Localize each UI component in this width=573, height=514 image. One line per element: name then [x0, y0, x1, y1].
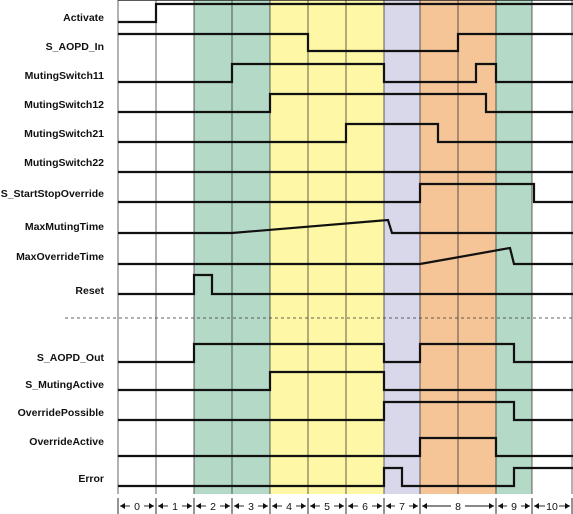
- signal-waveforms: [118, 2, 573, 488]
- phase-label-1: 1: [172, 501, 178, 513]
- label-s-aopd-out: S_AOPD_Out: [37, 352, 105, 364]
- muting-switch-11-wave: [118, 62, 573, 84]
- phase-labels: 0 1 2 3 4 5 6 7 8 9 10: [134, 501, 558, 513]
- phase-label-8: 8: [455, 501, 461, 513]
- phase-label-7: 7: [399, 501, 405, 513]
- ruler-arrowhead-right-3: [263, 503, 268, 509]
- ruler-arrowhead-right-4: [301, 503, 306, 509]
- ruler-arrowhead-right-9: [525, 503, 530, 509]
- s-muting-active-wave: [118, 370, 573, 392]
- label-muting-switch-22: MutingSwitch22: [24, 157, 104, 169]
- phase-label-4: 4: [286, 501, 292, 513]
- ruler-arrowhead-left-10: [534, 503, 539, 509]
- ruler-arrowhead-right-6: [377, 503, 382, 509]
- label-error: Error: [78, 473, 104, 485]
- label-override-possible: OverridePossible: [18, 407, 105, 419]
- phase-label-10: 10: [546, 501, 558, 513]
- s-start-stop-override-wave: [118, 182, 573, 204]
- activate-wave: [118, 2, 573, 24]
- ruler-arrowhead-left-7: [386, 503, 391, 509]
- band-yellow-4-6: [270, 0, 384, 494]
- ruler-arrowhead-right-8: [489, 503, 494, 509]
- ruler-arrowhead-left-3: [234, 503, 239, 509]
- s-aopd-in-wave: [118, 32, 573, 53]
- label-muting-switch-12: MutingSwitch12: [24, 99, 104, 111]
- ruler-arrowhead-left-2: [196, 503, 201, 509]
- override-possible-wave: [118, 400, 573, 422]
- band-lavender-7: [384, 0, 420, 494]
- muting-switch-12-wave: [118, 92, 573, 114]
- phase-label-6: 6: [362, 501, 368, 513]
- label-activate: Activate: [63, 12, 104, 24]
- s-aopd-out-wave: [118, 342, 573, 364]
- max-muting-time-wave: [118, 218, 573, 235]
- ruler-arrowhead-left-6: [348, 503, 353, 509]
- override-active-wave: [118, 436, 573, 458]
- reset-wave: [118, 273, 573, 296]
- muting-switch-21-wave: [118, 122, 573, 144]
- phase-label-5: 5: [324, 501, 330, 513]
- phase-label-2: 2: [210, 501, 216, 513]
- label-override-active: OverrideActive: [29, 436, 104, 448]
- label-max-muting-time: MaxMutingTime: [25, 221, 104, 233]
- label-s-start-stop-override: S_StartStopOverride: [1, 188, 104, 200]
- ruler-arrowhead-left-4: [272, 503, 277, 509]
- signal-labels: Activate S_AOPD_In MutingSwitch11 Muting…: [1, 12, 105, 485]
- label-s-aopd-in: S_AOPD_In: [46, 41, 104, 53]
- ruler-arrowhead-right-0: [149, 503, 154, 509]
- max-override-time-wave: [118, 246, 573, 266]
- ruler-arrowhead-left-0: [120, 503, 125, 509]
- ruler-arrowhead-left-5: [310, 503, 315, 509]
- error-wave: [118, 466, 573, 488]
- ruler-arrowhead-right-2: [225, 503, 230, 509]
- label-muting-switch-21: MutingSwitch21: [24, 128, 104, 140]
- phase-label-3: 3: [248, 501, 254, 513]
- label-max-override-time: MaxOverrideTime: [16, 251, 104, 263]
- phase-label-0: 0: [134, 501, 140, 513]
- ruler-arrowhead-left-9: [498, 503, 503, 509]
- label-muting-switch-11: MutingSwitch11: [25, 70, 105, 82]
- ruler-arrowhead-right-7: [413, 503, 418, 509]
- ruler-arrowhead-right-1: [187, 503, 192, 509]
- ruler-arrowhead-left-8: [422, 503, 427, 509]
- phase-label-9: 9: [511, 501, 517, 513]
- label-s-muting-active: S_MutingActive: [25, 379, 104, 391]
- ruler-arrowhead-right-5: [339, 503, 344, 509]
- label-reset: Reset: [75, 285, 104, 297]
- phase-ruler: [117, 498, 573, 514]
- ruler-arrowhead-left-1: [158, 503, 163, 509]
- ruler-arrowhead-right-10: [565, 503, 570, 509]
